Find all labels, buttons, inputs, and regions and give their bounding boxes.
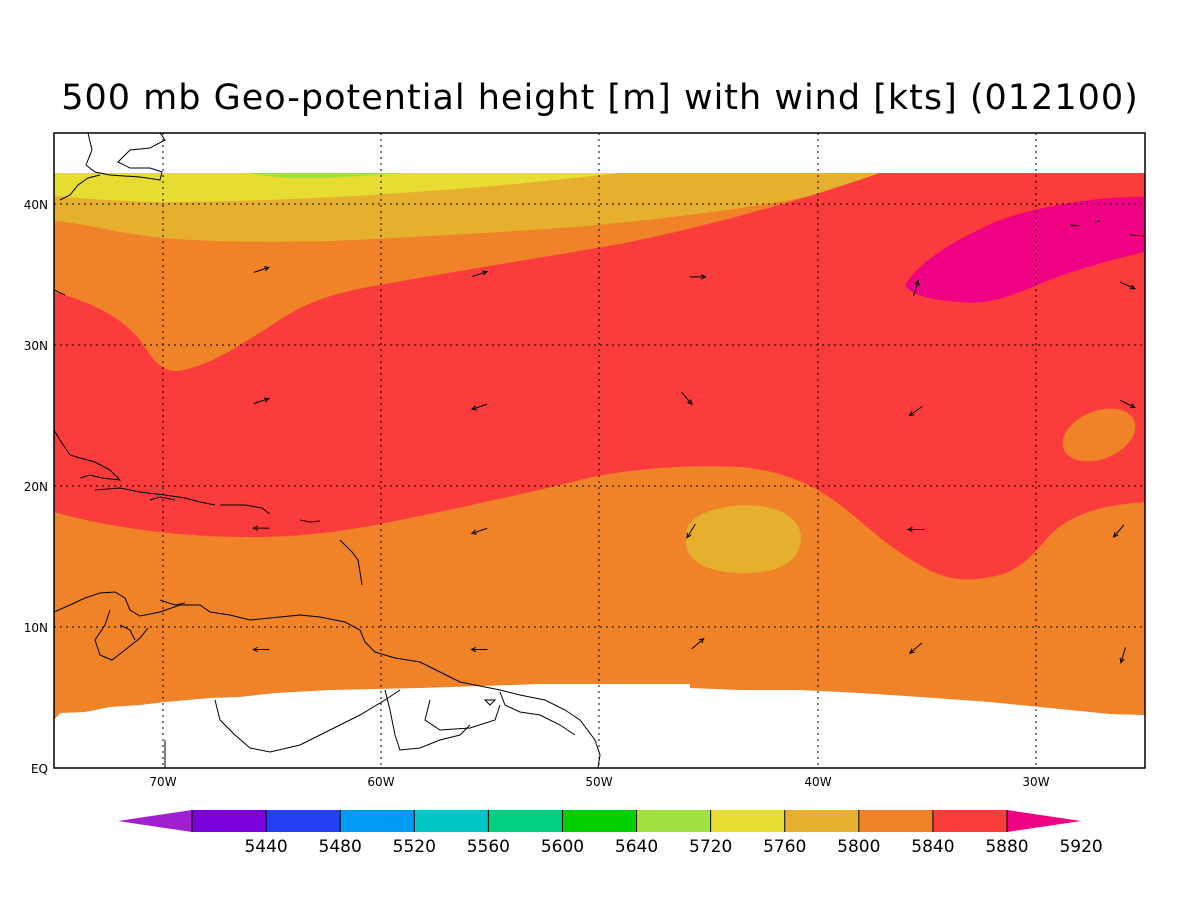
colorbar-swatch: [636, 810, 712, 832]
lon-axis-labels: 70W 60W 50W 40W 30W: [149, 775, 1049, 789]
colorbar-label: 5880: [985, 837, 1028, 857]
colorbar-label: 5800: [837, 837, 880, 857]
colorbar-swatch: [192, 810, 267, 832]
colorbar-swatch: [932, 810, 1008, 832]
colorbar-arrow-high: [1007, 810, 1081, 832]
wind-arrow: [681, 391, 693, 406]
lat-label: 30N: [24, 339, 48, 353]
colorbar-label: 5600: [541, 837, 584, 857]
colorbar-swatch: [266, 810, 341, 832]
lat-label: 20N: [24, 480, 48, 494]
colorbar-swatch: [414, 810, 489, 832]
map-title: 500 mb Geo-potential height [m] with win…: [61, 78, 1139, 118]
wind-arrow: [253, 397, 270, 405]
wind-arrow: [253, 266, 270, 273]
wind-arrow: [913, 279, 920, 297]
map-frame: [53, 132, 1146, 769]
colorbar-label: 5760: [763, 837, 806, 857]
coastlines: [54, 133, 1145, 768]
lon-label: 30W: [1022, 775, 1049, 789]
wind-arrow: [252, 646, 270, 653]
contour-5800: [54, 173, 620, 202]
colorbar-label: 5840: [911, 837, 954, 857]
lat-label: EQ: [31, 762, 48, 776]
colorbar-swatch: [858, 810, 934, 832]
wind-arrow: [470, 646, 488, 653]
wind-arrow: [1120, 399, 1136, 409]
colorbar-label: 5920: [1059, 837, 1102, 857]
contour-5920: [54, 173, 1145, 580]
lon-label: 60W: [367, 775, 394, 789]
colorbar-swatch: [340, 810, 415, 832]
colorbar-arrow-low: [118, 810, 192, 832]
colorbar: 5440 5480 5520 5560 5600 5640 5720 5760 5800 5840…: [118, 810, 1103, 857]
wind-arrow: [686, 523, 696, 539]
colorbar-label: 5440: [244, 837, 287, 857]
wind-vectors: [252, 266, 1136, 664]
colorbar-swatch: [784, 810, 860, 832]
colorbar-label: 5560: [467, 837, 510, 857]
colorbar-swatch: [562, 810, 638, 832]
colorbar-label: 5480: [319, 837, 362, 857]
lon-label: 50W: [585, 775, 612, 789]
wind-arrow: [908, 405, 923, 417]
wind-arrow: [689, 274, 707, 280]
wind-arrow: [908, 642, 923, 655]
colorbar-swatch: [488, 810, 563, 832]
wind-arrow: [470, 527, 488, 535]
wind-arrow: [252, 525, 270, 531]
lat-label: 10N: [24, 621, 48, 635]
wind-arrow: [1120, 281, 1136, 290]
colorbar-label: 5720: [689, 837, 732, 857]
missing-data-area: [54, 684, 1145, 768]
wind-arrow: [471, 270, 489, 278]
colorbar-label: 5640: [615, 837, 658, 857]
lat-axis-labels: 40N 30N 20N 10N EQ: [24, 198, 48, 776]
contour-5760: [250, 173, 400, 178]
grid: [54, 133, 1145, 768]
contour-5840-pocket: [686, 505, 801, 574]
wind-arrow: [1112, 524, 1125, 538]
wind-arrow: [1119, 647, 1126, 664]
lon-label: 40W: [804, 775, 831, 789]
wind-arrow: [906, 526, 924, 533]
contour-5960: [905, 196, 1145, 303]
colorbar-label: 5520: [393, 837, 436, 857]
wind-arrow: [691, 637, 705, 650]
wind-arrow: [470, 403, 488, 411]
contour-5880-pocket: [1062, 408, 1136, 462]
lon-label: 70W: [149, 775, 176, 789]
colorbar-swatch: [710, 810, 786, 832]
lat-label: 40N: [24, 198, 48, 212]
